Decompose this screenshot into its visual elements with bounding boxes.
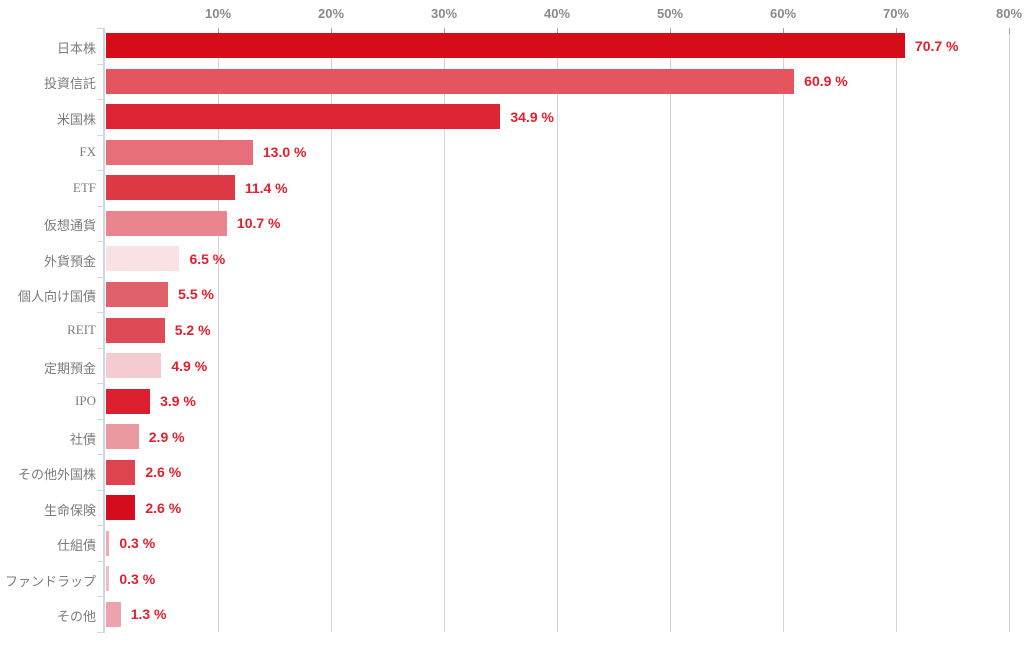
- y-axis-tick: [97, 241, 103, 243]
- value-label: 6.5 %: [189, 250, 226, 267]
- bar: [106, 33, 905, 59]
- x-axis-tick-label-80: 80%: [995, 6, 1023, 21]
- y-axis-tick: [97, 632, 103, 633]
- value-label: 11.4 %: [244, 179, 288, 196]
- category-label: IPO: [75, 393, 96, 409]
- value-label: 0.3 %: [119, 570, 156, 587]
- category-label: 外貨預金: [43, 253, 96, 269]
- bar: [106, 530, 110, 556]
- category-label: その他外国株: [17, 467, 96, 483]
- y-axis-tick: [97, 99, 103, 101]
- y-axis-tick: [97, 596, 103, 598]
- value-label: 0.3 %: [119, 535, 156, 552]
- y-axis-tick: [97, 383, 103, 385]
- y-axis-tick: [97, 454, 103, 456]
- gridline-20: [331, 28, 332, 632]
- category-label: 米国株: [56, 111, 96, 127]
- value-label: 10.7 %: [236, 215, 281, 232]
- y-axis-tick: [97, 63, 103, 65]
- x-axis-tick-30: [444, 28, 445, 34]
- x-axis-tick-label-20: 20%: [317, 6, 345, 21]
- gridline-60: [783, 28, 784, 632]
- y-axis-tick: [97, 525, 103, 527]
- value-label: 2.6 %: [145, 499, 182, 516]
- bar: [106, 424, 139, 450]
- x-axis-tick-label-50: 50%: [656, 6, 684, 21]
- bar: [106, 104, 501, 130]
- bar: [106, 175, 235, 201]
- category-label: その他: [56, 609, 96, 625]
- value-label: 13.0 %: [262, 144, 307, 161]
- bar: [106, 317, 165, 343]
- x-axis-tick-label-70: 70%: [882, 6, 910, 21]
- gridline-10: [218, 28, 219, 632]
- x-axis-tick-20: [331, 28, 332, 34]
- x-axis-tick-60: [783, 28, 784, 34]
- y-axis-tick: [97, 28, 103, 29]
- bar: [106, 566, 110, 592]
- x-axis-tick-label-40: 40%: [543, 6, 571, 21]
- x-axis-tick-70: [896, 28, 897, 34]
- category-label: 定期預金: [43, 360, 96, 376]
- value-label: 4.9 %: [171, 357, 208, 374]
- plot-area: 70.7 % 60.9 % 34.9 % 13.0 % 11.4 % 10.7 % 6.5 …: [105, 28, 1010, 632]
- bar: [106, 246, 180, 272]
- x-axis-tick-50: [670, 28, 671, 34]
- value-label: 5.2 %: [174, 322, 211, 338]
- y-axis-tick: [97, 134, 103, 136]
- gridline-30: [444, 28, 445, 632]
- bar: [106, 459, 136, 485]
- gridline-70: [896, 28, 897, 632]
- bar: [106, 495, 136, 521]
- gridline-40: [557, 28, 558, 632]
- gridline-50: [670, 28, 671, 632]
- value-label: 2.9 %: [148, 428, 185, 445]
- x-axis-tick-80: [1009, 28, 1010, 34]
- bar: [106, 388, 151, 414]
- y-axis-tick: [97, 347, 103, 349]
- value-label: 5.5 %: [178, 286, 214, 303]
- bar: [106, 210, 227, 236]
- y-axis-line: [103, 28, 105, 633]
- category-label: 仮想通貨: [43, 218, 96, 234]
- category-label: 日本株: [56, 40, 96, 56]
- category-label: ETF: [72, 179, 96, 195]
- value-label: 60.9 %: [804, 73, 848, 90]
- bar: [106, 139, 253, 165]
- bar: [106, 353, 162, 379]
- value-label: 3.9 %: [160, 393, 196, 410]
- x-axis-tick-label-10: 10%: [204, 6, 232, 21]
- bar: [106, 601, 121, 627]
- bar: [106, 68, 795, 94]
- category-label: REIT: [67, 322, 96, 337]
- y-axis-tick: [97, 418, 103, 420]
- value-label: 34.9 %: [510, 108, 554, 125]
- category-label: 仕組債: [56, 538, 96, 554]
- value-label: 1.3 %: [130, 606, 167, 623]
- x-axis-tick-10: [218, 28, 219, 34]
- y-axis-tick: [97, 205, 103, 207]
- x-axis-tick-label-30: 30%: [430, 6, 458, 21]
- bar: [106, 281, 169, 307]
- category-label: FX: [79, 144, 96, 160]
- y-axis-tick: [97, 276, 103, 278]
- category-label: ファンドラップ: [4, 573, 96, 589]
- gridline-80: [1009, 28, 1010, 632]
- value-label: 2.6 %: [145, 464, 182, 481]
- x-axis-tick-label-60: 60%: [769, 6, 797, 21]
- x-axis-tick-40: [557, 28, 558, 34]
- category-label: 個人向け国債: [17, 289, 96, 305]
- category-label: 生命保険: [43, 502, 96, 518]
- y-axis-tick: [97, 560, 103, 562]
- y-axis-tick: [97, 489, 103, 491]
- category-label: 投資信託: [43, 76, 96, 92]
- category-label: 社債: [69, 431, 96, 447]
- y-axis-tick: [97, 170, 103, 172]
- value-label: 70.7 %: [914, 37, 959, 54]
- y-axis-tick: [97, 312, 103, 314]
